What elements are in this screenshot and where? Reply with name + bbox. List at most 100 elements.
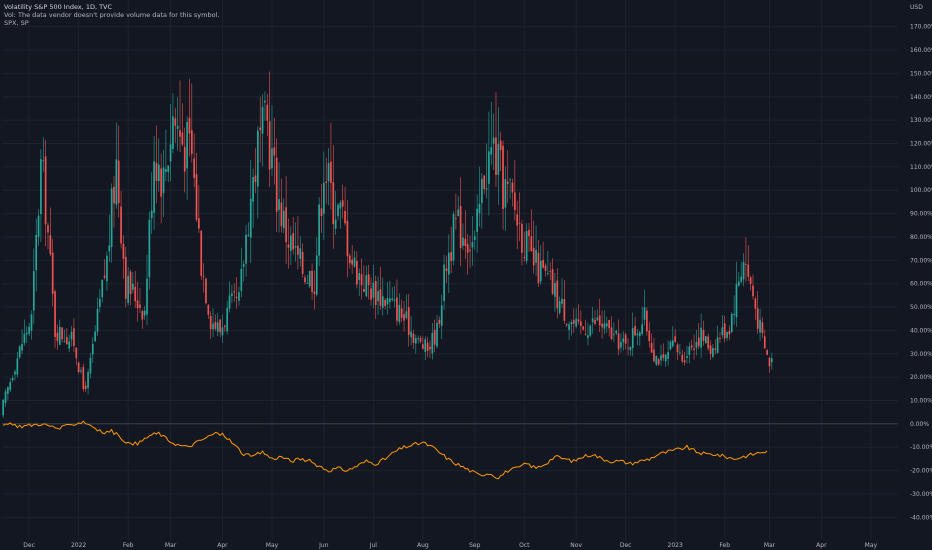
candle-232: [549, 262, 552, 281]
candle-289: [683, 352, 686, 366]
candle-235: [556, 268, 559, 319]
candle-2: [7, 386, 9, 401]
candle-112: [266, 93, 269, 137]
candle-203: [480, 173, 483, 229]
candle-198: [469, 235, 471, 269]
candle-225: [532, 220, 535, 274]
candle-4: [11, 375, 14, 383]
legend-symbol-line[interactable]: Volatility S&P 500 Index, 1D, TVC: [4, 3, 113, 11]
y-tick-label-5: 120.00%: [910, 141, 932, 148]
candle-12: [30, 310, 33, 340]
candle-239: [565, 322, 568, 328]
price-axis[interactable]: 170.00% 160.00% 150.00% 140.00% 130.00% 120.0…: [899, 0, 932, 550]
candle-17: [42, 137, 45, 173]
candle-132: [313, 270, 316, 310]
candle-305: [721, 314, 724, 339]
candle-30: [73, 318, 75, 352]
candle-256: [605, 316, 608, 333]
candle-199: [471, 215, 474, 266]
candle-22: [54, 289, 56, 349]
candle-54: [129, 269, 132, 306]
candle-204: [483, 174, 486, 195]
x-tick-label-8: Aug: [417, 542, 429, 549]
candle-3: [9, 378, 12, 393]
candle-237: [561, 278, 563, 308]
candle-189: [447, 234, 450, 293]
candle-304: [719, 331, 721, 343]
candle-91: [216, 312, 219, 336]
candle-51: [122, 235, 125, 279]
candle-223: [528, 222, 530, 252]
candle-13: [32, 248, 35, 325]
candle-324: [766, 348, 768, 356]
candle-310: [733, 295, 735, 325]
candle-16: [40, 149, 42, 242]
candle-146: [346, 200, 349, 278]
y-tick-label-3: 140.00%: [910, 94, 932, 101]
candle-287: [679, 344, 681, 356]
candle-60: [143, 306, 146, 320]
candle-145: [344, 186, 346, 226]
candle-206: [488, 111, 490, 216]
candle-162: [384, 297, 387, 310]
candle-302: [714, 339, 717, 355]
candle-124: [294, 222, 297, 262]
candle-298: [704, 335, 707, 344]
candle-87: [207, 303, 210, 319]
candle-47: [113, 175, 115, 228]
candle-139: [330, 122, 332, 210]
candle-32: [77, 361, 80, 374]
candle-143: [339, 200, 342, 229]
x-tick-label-5: May: [266, 542, 279, 549]
candle-153: [363, 265, 365, 293]
candle-262: [620, 333, 622, 353]
candle-196: [464, 210, 467, 259]
time-axis[interactable]: Dec 2022 Feb Mar Apr May Jun Jul Aug Sep Oct Nov Dec…: [23, 542, 877, 549]
candle-33: [80, 367, 82, 374]
candle-41: [99, 289, 101, 313]
legend-compare-symbol[interactable]: SPX, SP: [4, 19, 29, 27]
candle-271: [641, 306, 644, 336]
candle-38: [91, 337, 94, 363]
candle-181: [429, 340, 431, 359]
candle-228: [539, 245, 542, 285]
candle-52: [124, 246, 127, 308]
candle-307: [726, 331, 728, 342]
candle-48: [115, 122, 118, 209]
candle-109: [259, 96, 262, 163]
candle-119: [282, 198, 285, 234]
candle-192: [455, 193, 457, 230]
price-axis-unit: USD: [910, 4, 923, 11]
candle-99: [235, 277, 238, 309]
candle-39: [94, 325, 96, 342]
candle-105: [249, 159, 252, 263]
candle-154: [365, 265, 368, 298]
candle-157: [372, 264, 375, 309]
candle-325: [768, 356, 771, 373]
candle-21: [51, 238, 54, 307]
candle-135: [320, 183, 323, 234]
candle-183: [433, 319, 436, 352]
candle-308: [728, 325, 731, 340]
candle-149: [353, 250, 356, 268]
candle-126: [299, 236, 302, 267]
candle-166: [393, 285, 396, 308]
candle-85: [202, 263, 205, 293]
candle-194: [459, 177, 462, 267]
candle-45: [108, 214, 111, 262]
candle-130: [308, 270, 311, 289]
candle-230: [544, 263, 547, 277]
candle-281: [664, 354, 667, 367]
candle-290: [686, 345, 688, 364]
candle-73: [174, 107, 177, 143]
candle-266: [629, 346, 632, 356]
candle-53: [127, 267, 129, 306]
candle-14: [35, 218, 38, 292]
candle-94: [223, 324, 226, 332]
candle-116: [275, 138, 278, 232]
legend-volume-note: Vol: The data vendor doesn't provide vol…: [4, 11, 220, 19]
candle-19: [47, 222, 49, 250]
candle-277: [655, 355, 658, 366]
